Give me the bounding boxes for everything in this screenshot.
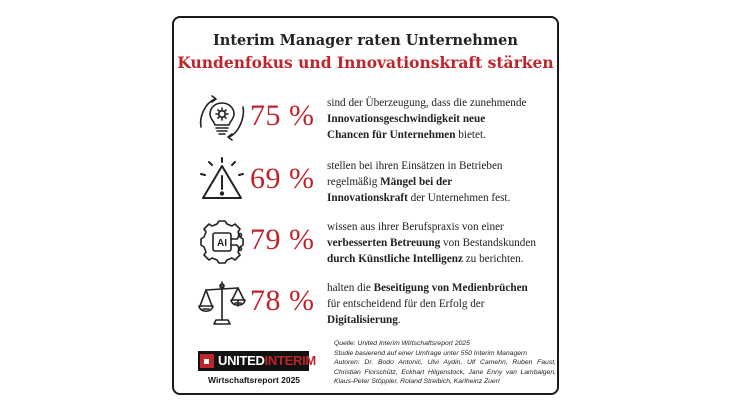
logo-mark [200, 354, 214, 368]
study-line: Studie basierend auf einer Umfrage unter… [334, 349, 528, 357]
percentage-value: 79 % [250, 223, 315, 256]
logo-wordmark: UNITEDINTERIM [218, 353, 316, 368]
headline: Interim Manager raten Unternehmen [213, 32, 518, 49]
balance-scale-icon [197, 278, 247, 328]
lightbulb-gear-icon [197, 93, 247, 143]
percentage-value: 78 % [250, 284, 315, 317]
source-note: Quelle: United Interim Wirtschaftsreport… [334, 339, 556, 387]
report-caption: Wirtschaftsreport 2025 [208, 375, 301, 385]
source-line: Quelle: United Interim Wirtschaftsreport… [334, 340, 470, 347]
stat-description: halten die Beseitigung von Medienbrüchen… [327, 282, 528, 326]
stat-row-media-breaks: 78 % halten die Beseitigung von Medienbr… [174, 278, 561, 328]
stat-description: stellen bei ihren Einsätzen in Betrieben… [327, 160, 511, 204]
svg-text:AI: AI [217, 238, 227, 249]
percentage-value: 75 % [250, 99, 315, 132]
stat-row-ai-customer-care: AI 79 % wissen aus ihrer Berufspraxis vo… [174, 217, 561, 267]
subheadline: Kundenfokus und Innovationskraft stärken [177, 53, 554, 72]
stat-row-innovation-speed: 75 % sind der Überzeugung, dass die zune… [174, 93, 561, 143]
authors-line: Autoren: Dr. Bodo Antonić, Ulvi Aydin, U… [334, 359, 556, 385]
ai-chip-gear-icon: AI [197, 217, 247, 267]
warning-triangle-icon [197, 156, 247, 206]
percentage-value: 69 % [250, 162, 315, 195]
stat-description: sind der Überzeugung, dass die zunehmend… [327, 97, 527, 141]
stat-description: wissen aus ihrer Berufspraxis von einer v… [327, 221, 536, 265]
stat-row-innovation-deficits: 69 % stellen bei ihren Einsätzen in Betr… [174, 156, 561, 206]
infographic-card: Interim Manager raten Unternehmen Kunden… [172, 16, 559, 395]
united-interim-logo: UNITEDINTERIM [198, 351, 316, 371]
